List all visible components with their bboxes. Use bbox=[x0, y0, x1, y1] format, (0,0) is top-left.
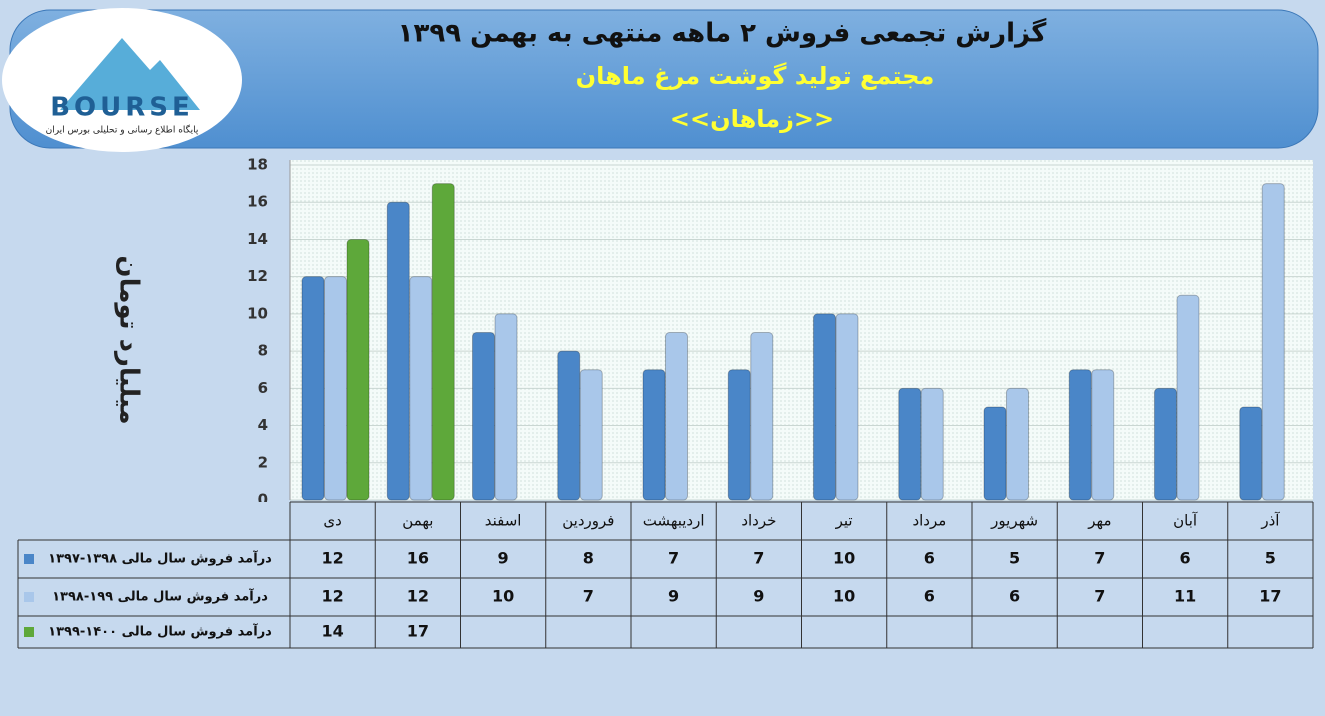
y-tick-label: 18 bbox=[247, 156, 268, 174]
table-value: 7 bbox=[583, 587, 594, 606]
x-tick-label: خرداد bbox=[741, 512, 776, 530]
bar bbox=[1068, 369, 1092, 501]
table-value: 5 bbox=[1009, 549, 1020, 568]
bar bbox=[1006, 387, 1029, 501]
chart-symbol: <<زماهان>> bbox=[670, 105, 834, 133]
table-value: 16 bbox=[407, 549, 429, 568]
bar bbox=[324, 276, 347, 501]
y-tick-label: 16 bbox=[247, 193, 268, 211]
table-value: 9 bbox=[498, 549, 509, 568]
table-value: 17 bbox=[1259, 587, 1281, 606]
table-value: 12 bbox=[321, 587, 343, 606]
x-tick-label: آذر bbox=[1260, 512, 1280, 530]
x-tick-label: مرداد bbox=[912, 512, 946, 530]
table-bg bbox=[18, 502, 1313, 648]
x-tick-label: آبان bbox=[1173, 512, 1198, 530]
bar bbox=[898, 387, 922, 501]
bar bbox=[1239, 406, 1263, 501]
table-value: 14 bbox=[321, 622, 343, 641]
legend-label: درآمد فروش سال مالی ۱۹۹-۱۳۹۸ bbox=[52, 588, 268, 605]
table-value: 17 bbox=[407, 622, 429, 641]
table-value: 6 bbox=[924, 587, 935, 606]
table-value: 7 bbox=[1094, 587, 1105, 606]
bar bbox=[727, 369, 751, 501]
bar bbox=[1091, 369, 1115, 501]
bar bbox=[642, 369, 666, 501]
table-value: 6 bbox=[1009, 587, 1020, 606]
chart-title: گزارش تجمعی فروش ۲ ماهه منتهی به بهمن ۱۳… bbox=[398, 18, 1048, 49]
logo-mark bbox=[60, 38, 200, 110]
y-tick-label: 10 bbox=[247, 304, 268, 322]
bar bbox=[813, 313, 836, 501]
table-value: 10 bbox=[833, 549, 855, 568]
bar bbox=[1176, 294, 1200, 501]
bar bbox=[557, 350, 581, 501]
y-tick-label: 2 bbox=[258, 453, 268, 471]
plot-area bbox=[290, 160, 1313, 500]
table-value: 12 bbox=[321, 549, 343, 568]
table-value: 8 bbox=[583, 549, 594, 568]
x-tick-label: اسفند bbox=[485, 512, 522, 530]
y-tick-label: 0 bbox=[258, 491, 268, 509]
bar bbox=[494, 313, 518, 501]
table-value: 7 bbox=[668, 549, 679, 568]
x-tick-label: دی bbox=[323, 512, 341, 530]
bar bbox=[665, 332, 688, 501]
y-tick-label: 14 bbox=[247, 230, 268, 248]
logo-text: BOURSE bbox=[50, 93, 194, 123]
table-value: 6 bbox=[924, 549, 935, 568]
table-value: 10 bbox=[492, 587, 514, 606]
table-value: 11 bbox=[1174, 587, 1196, 606]
y-tick-label: 12 bbox=[247, 267, 268, 285]
table-value: 9 bbox=[668, 587, 679, 606]
bar bbox=[1154, 387, 1177, 501]
table-value: 9 bbox=[753, 587, 764, 606]
bar bbox=[983, 406, 1007, 501]
bar bbox=[431, 183, 455, 501]
bar bbox=[346, 238, 370, 501]
table-value: 12 bbox=[407, 587, 429, 606]
legend-swatch bbox=[24, 627, 34, 637]
legend-swatch bbox=[24, 554, 34, 564]
legend-swatch bbox=[24, 592, 34, 602]
x-tick-label: تیر bbox=[835, 512, 853, 530]
table-value: 10 bbox=[833, 587, 855, 606]
x-tick-label: بهمن bbox=[402, 512, 433, 530]
chart-subtitle: مجتمع تولید گوشت مرغ ماهان bbox=[576, 62, 935, 90]
bar bbox=[750, 332, 774, 501]
bar bbox=[1261, 183, 1285, 501]
y-tick-label: 4 bbox=[258, 416, 268, 434]
bar bbox=[579, 369, 603, 501]
x-tick-label: مهر bbox=[1087, 512, 1111, 530]
bar bbox=[409, 276, 433, 501]
table-value: 7 bbox=[1094, 549, 1105, 568]
y-tick-label: 8 bbox=[258, 342, 268, 360]
x-tick-label: اردیبهشت bbox=[643, 512, 705, 530]
bar bbox=[835, 313, 859, 501]
logo-tagline: پایگاه اطلاع رسانی و تحلیلی بورس ایران bbox=[46, 124, 199, 136]
y-tick-label: 6 bbox=[258, 379, 268, 397]
bar bbox=[301, 276, 325, 501]
y-axis-label: میلیارد تومان bbox=[114, 255, 144, 424]
bar bbox=[472, 332, 495, 501]
x-tick-label: فروردین bbox=[562, 512, 614, 530]
bar bbox=[386, 201, 410, 501]
legend-label: درآمد فروش سال مالی ۱۳۹۸-۱۳۹۷ bbox=[48, 550, 272, 567]
table-value: 7 bbox=[753, 549, 764, 568]
legend-label: درآمد فروش سال مالی ۱۴۰۰-۱۳۹۹ bbox=[48, 623, 272, 640]
table-value: 5 bbox=[1265, 549, 1276, 568]
table-value: 6 bbox=[1180, 549, 1191, 568]
bar bbox=[920, 387, 944, 501]
x-tick-label: شهریور bbox=[990, 512, 1038, 530]
